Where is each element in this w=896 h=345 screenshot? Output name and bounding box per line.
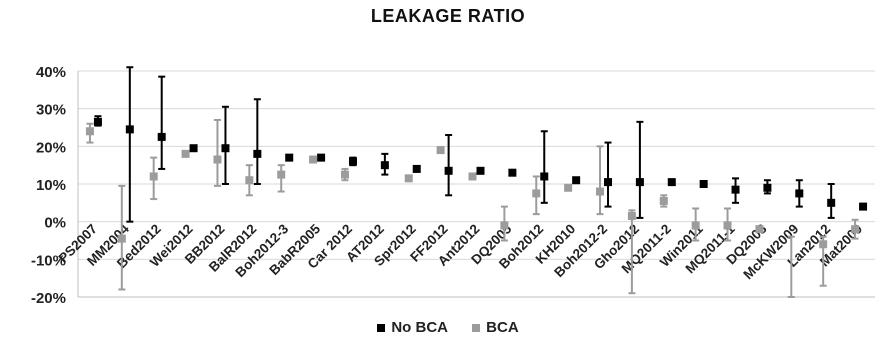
legend-swatch-bca [472, 324, 481, 333]
data-point [253, 149, 262, 158]
data-point [667, 178, 676, 187]
data-point [285, 153, 294, 162]
data-point [149, 172, 158, 181]
data-point [859, 202, 868, 211]
data-point [404, 174, 413, 183]
data-point [540, 172, 549, 181]
data-point [564, 183, 573, 192]
data-point [444, 166, 453, 175]
data-point [380, 161, 389, 170]
data-point [412, 164, 421, 173]
legend-item-no-bca: No BCA [377, 319, 448, 336]
legend-swatch-no-bca [377, 324, 386, 333]
y-tick-label: 10% [36, 177, 66, 194]
legend-label-no-bca: No BCA [391, 319, 448, 336]
data-point [731, 185, 740, 194]
data-point [659, 196, 668, 205]
data-point [317, 153, 326, 162]
legend-item-bca: BCA [472, 319, 519, 336]
data-point [85, 127, 94, 136]
y-tick-label: 40% [36, 64, 66, 81]
data-point [532, 189, 541, 198]
data-point [93, 117, 102, 126]
y-tick-label: 30% [36, 102, 66, 119]
data-point [213, 155, 222, 164]
data-point [277, 170, 286, 179]
data-point [851, 225, 860, 234]
chart-title: LEAKAGE RATIO [370, 6, 526, 26]
data-point [819, 240, 828, 249]
data-point [795, 189, 804, 198]
data-point [221, 144, 230, 153]
y-tick-label: 20% [36, 139, 66, 156]
data-point [340, 170, 349, 179]
data-point [309, 155, 318, 164]
legend: No BCA BCA [0, 319, 896, 336]
data-point [827, 198, 836, 207]
data-point [157, 132, 166, 141]
data-point [189, 144, 198, 153]
data-point [755, 225, 764, 234]
data-point [181, 149, 190, 158]
data-point [604, 178, 613, 187]
data-point [125, 125, 134, 134]
y-tick-label: -20% [31, 290, 66, 307]
data-point [500, 221, 509, 230]
data-point [699, 180, 708, 188]
data-point [117, 234, 126, 243]
data-point [723, 221, 732, 230]
data-point [596, 187, 605, 196]
data-point [436, 146, 445, 155]
data-point [468, 172, 477, 181]
data-point [691, 221, 700, 230]
legend-label-bca: BCA [486, 319, 519, 336]
y-tick-label: -10% [31, 252, 66, 269]
y-tick-label: 0% [44, 215, 66, 232]
data-point [635, 178, 644, 187]
data-point [508, 168, 517, 177]
data-point [572, 176, 581, 185]
data-point [763, 183, 772, 192]
data-point [348, 157, 357, 166]
data-point [627, 212, 636, 221]
data-point [476, 166, 485, 175]
data-point [245, 176, 254, 185]
